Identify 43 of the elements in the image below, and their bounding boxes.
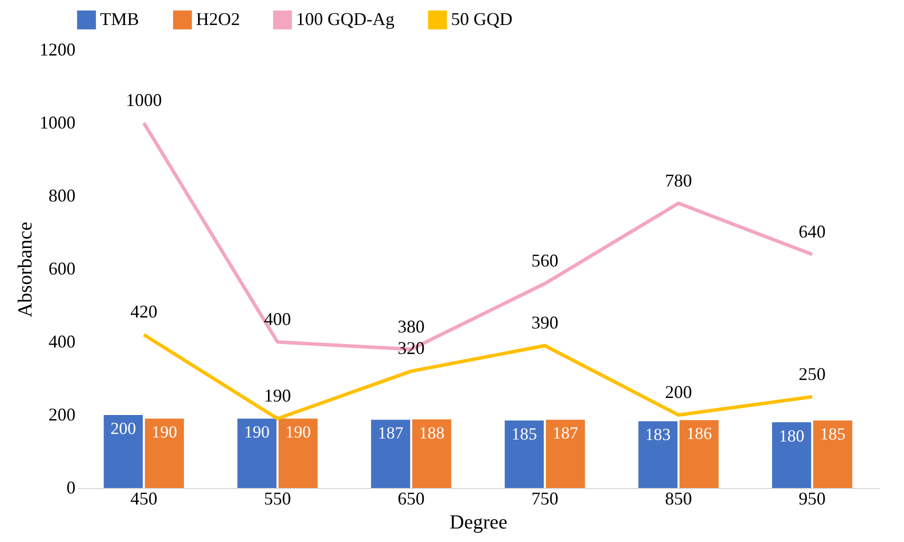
- x-axis-title: Degree: [450, 512, 508, 534]
- x-tick-label: 950: [798, 488, 826, 508]
- data-label: 190: [285, 422, 311, 442]
- data-label: 183: [645, 425, 671, 444]
- data-label: 200: [665, 382, 692, 402]
- x-tick-label: 450: [130, 488, 158, 508]
- legend-label: H2O2: [196, 8, 240, 29]
- data-label: 380: [398, 316, 425, 336]
- y-tick-label: 1000: [40, 112, 76, 132]
- data-label: 188: [418, 423, 444, 442]
- x-tick-label: 750: [531, 488, 558, 508]
- legend-label: 50 GQD: [451, 8, 512, 29]
- legend-label: 100 GQD-Ag: [296, 8, 394, 29]
- data-label: 320: [398, 338, 425, 358]
- data-label: 185: [512, 424, 538, 444]
- data-label: 185: [820, 424, 846, 444]
- data-label: 420: [130, 302, 158, 322]
- x-tick-label: 850: [665, 488, 692, 508]
- y-tick-label: 600: [48, 258, 76, 278]
- y-tick-label: 200: [48, 404, 76, 424]
- data-label: 187: [378, 424, 404, 443]
- data-label: 400: [264, 309, 291, 329]
- data-label: 640: [798, 221, 826, 242]
- legend-label: TMB: [100, 8, 140, 29]
- data-label: 180: [778, 426, 804, 446]
- data-label: 190: [244, 422, 270, 442]
- y-axis-title: Absorbance: [14, 222, 36, 318]
- data-label: 190: [264, 386, 291, 406]
- y-tick-label: 800: [48, 186, 76, 206]
- x-tick-label: 650: [398, 488, 425, 508]
- data-label: 200: [110, 419, 136, 438]
- y-tick-label: 0: [66, 478, 76, 498]
- x-tick-label: 550: [264, 488, 291, 508]
- data-label: 187: [552, 424, 579, 443]
- y-tick-label: 400: [48, 332, 76, 352]
- data-label: 1000: [126, 90, 162, 110]
- y-tick-label: 1200: [40, 40, 76, 60]
- data-label: 250: [798, 364, 826, 384]
- data-label: 186: [686, 424, 712, 444]
- data-label: 390: [531, 312, 558, 333]
- data-label: 190: [152, 422, 178, 442]
- data-label: 560: [531, 250, 558, 271]
- data-label: 780: [665, 170, 692, 190]
